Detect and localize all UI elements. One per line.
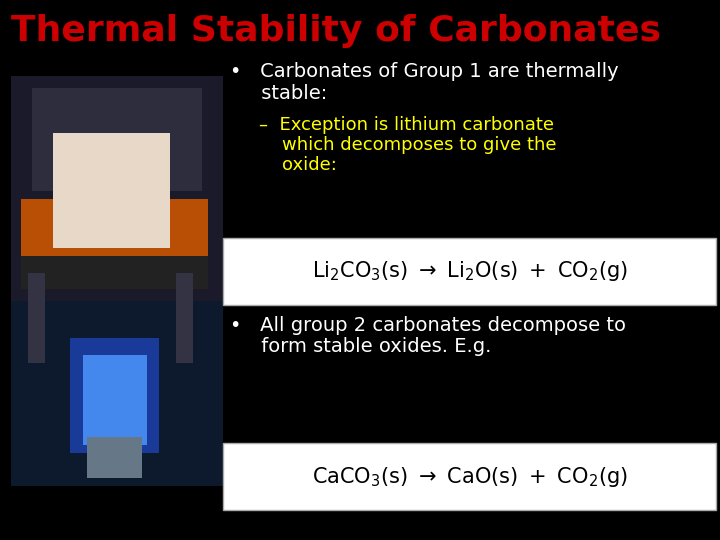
Text: which decomposes to give the: which decomposes to give the xyxy=(259,136,557,154)
Text: •   Carbonates of Group 1 are thermally: • Carbonates of Group 1 are thermally xyxy=(230,62,619,81)
Text: form stable oxides. E.g.: form stable oxides. E.g. xyxy=(230,338,492,356)
Text: Thermal Stability of Carbonates: Thermal Stability of Carbonates xyxy=(11,14,661,48)
FancyBboxPatch shape xyxy=(53,133,170,248)
Text: stable:: stable: xyxy=(230,84,328,103)
FancyBboxPatch shape xyxy=(176,273,194,363)
Text: oxide:: oxide: xyxy=(259,156,337,174)
Text: $\mathrm{Li_2CO_3(s)\ \rightarrow\ Li_2O(s)\ +\ CO_2(g)}$: $\mathrm{Li_2CO_3(s)\ \rightarrow\ Li_2O… xyxy=(312,259,628,284)
FancyBboxPatch shape xyxy=(22,199,208,273)
FancyBboxPatch shape xyxy=(11,76,223,301)
Text: –  Exception is lithium carbonate: – Exception is lithium carbonate xyxy=(259,116,554,134)
FancyBboxPatch shape xyxy=(11,76,223,486)
FancyBboxPatch shape xyxy=(71,338,160,453)
FancyBboxPatch shape xyxy=(223,443,716,510)
Text: $\mathrm{CaCO_3(s)\ \rightarrow\ CaO(s)\ +\ CO_2(g)}$: $\mathrm{CaCO_3(s)\ \rightarrow\ CaO(s)\… xyxy=(312,464,628,489)
FancyBboxPatch shape xyxy=(32,88,202,191)
Text: •   All group 2 carbonates decompose to: • All group 2 carbonates decompose to xyxy=(230,316,626,335)
FancyBboxPatch shape xyxy=(87,437,143,478)
FancyBboxPatch shape xyxy=(22,256,208,289)
FancyBboxPatch shape xyxy=(28,273,45,363)
FancyBboxPatch shape xyxy=(83,355,147,445)
FancyBboxPatch shape xyxy=(223,238,716,305)
